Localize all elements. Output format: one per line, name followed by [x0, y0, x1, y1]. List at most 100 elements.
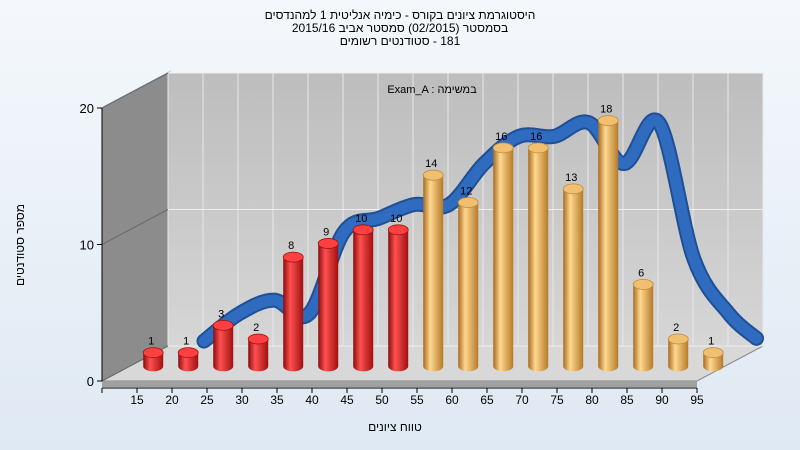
bar: 16: [492, 131, 514, 372]
x-tick-label: 35: [270, 393, 284, 407]
bar-body: [388, 229, 409, 372]
title-line-1: היסטוגרמת ציונים בקורס - כימיה אנליטית 1…: [264, 8, 536, 22]
bar-cap: [457, 197, 479, 208]
bar-cap: [387, 224, 409, 236]
bar-body: [213, 325, 234, 372]
bar: 2: [247, 322, 269, 372]
bar-value-label: 16: [530, 131, 542, 143]
bar-value-label: 9: [323, 226, 329, 238]
bar: 6: [632, 267, 654, 372]
bar-value-label: 12: [460, 186, 472, 198]
bar-value-label: 2: [673, 322, 679, 334]
x-tick-label: 40: [305, 393, 319, 407]
bar-value-label: 18: [600, 104, 612, 116]
bar: 1: [177, 336, 199, 372]
bar-body: [493, 147, 514, 372]
bar-value-label: 16: [495, 131, 507, 143]
bar-value-label: 1: [708, 336, 714, 348]
x-tick-label: 15: [130, 393, 144, 407]
x-tick-label: 80: [585, 393, 599, 407]
bar-cap: [212, 319, 234, 331]
y-tick-label: 10: [80, 238, 94, 253]
x-tick-label: 95: [690, 393, 704, 407]
bar-body: [528, 147, 549, 372]
bar-cap: [142, 347, 164, 359]
floor-edge: [102, 381, 697, 387]
bar: 16: [527, 131, 549, 372]
bar-body: [248, 339, 269, 372]
bar: 2: [667, 322, 689, 372]
bar-cap: [702, 347, 724, 359]
bar: 10: [352, 213, 374, 372]
bar-cap: [247, 333, 269, 345]
distribution-curve: [196, 112, 764, 349]
bar-cap: [177, 347, 199, 359]
bar-cap: [562, 183, 584, 195]
bar-cap: [282, 251, 304, 263]
bar-value-label: 1: [148, 336, 154, 348]
x-tick-label: 25: [200, 393, 214, 407]
y-tick-label: 0: [87, 374, 94, 389]
bar: 1: [142, 336, 164, 372]
x-tick-label: 75: [550, 393, 564, 407]
bar: 1: [702, 336, 724, 372]
bar-value-label: 3: [218, 308, 224, 320]
bar-value-label: 8: [288, 240, 294, 252]
gridlines: [101, 72, 764, 382]
x-tick-label: 90: [655, 393, 669, 407]
x-tick-label: 70: [515, 393, 529, 407]
chart-title: היסטוגרמת ציונים בקורס - כימיה אנליטית 1…: [0, 9, 800, 48]
bar-value-label: 10: [390, 213, 402, 225]
bar-cap: [632, 278, 654, 290]
bar: 3: [212, 308, 234, 372]
curve-line: [198, 114, 762, 347]
title-line-3: 181 - סטודנטים רשומים: [339, 34, 461, 48]
x-axis-label: טווח ציונים: [368, 420, 422, 434]
title-line-2: בסמסטר (02/2015) סמסטר אביב 2015/16: [291, 21, 509, 35]
x-tick-label: 85: [620, 393, 634, 407]
x-tick-label: 60: [445, 393, 459, 407]
bar-value-label: 2: [253, 322, 259, 334]
grid-side: [101, 209, 169, 245]
bar-body: [423, 175, 444, 372]
bar-body: [563, 188, 584, 372]
bar-body: [598, 120, 619, 372]
bar-cap: [667, 333, 689, 345]
bar-value-label: 10: [355, 213, 367, 225]
bar-body: [633, 284, 654, 372]
bar: 12: [457, 186, 479, 372]
bar: 18: [597, 104, 619, 372]
x-tick-label: 45: [340, 393, 354, 407]
bar-cap: [422, 169, 444, 181]
bar: 9: [317, 226, 339, 372]
bar-cap: [352, 224, 374, 236]
bar-body: [353, 229, 374, 372]
axes: 0 10 20 15 20 25 30 35 40 45 50 55 60 65 70 75 80 85 90 95: [80, 101, 704, 407]
bar-value-label: 6: [638, 267, 644, 279]
bar: 14: [422, 158, 444, 372]
bar-cap: [492, 142, 514, 154]
bar-value-label: 13: [565, 172, 577, 184]
bar: 10: [387, 213, 409, 372]
x-tick-label: 65: [480, 393, 494, 407]
bar: 13: [562, 172, 584, 372]
bar: 8: [282, 240, 304, 372]
bar-body: [283, 257, 304, 372]
bar-cap: [317, 238, 339, 249]
bar-body: [668, 339, 689, 372]
x-tick-label: 55: [410, 393, 424, 407]
x-tick-label: 30: [235, 393, 249, 407]
bar-body: [458, 202, 479, 372]
bar-value-label: 1: [183, 336, 189, 348]
bar-body: [318, 243, 339, 372]
bar-cap: [597, 115, 619, 126]
bar-cap: [527, 142, 549, 154]
x-tick-label: 50: [375, 393, 389, 407]
x-tick-label: 20: [165, 393, 179, 407]
legend-label: Exam_A : במשימה: [387, 84, 477, 96]
y-tick-label: 20: [80, 101, 94, 116]
bar-value-label: 14: [425, 158, 437, 170]
grid-side: [101, 72, 169, 109]
